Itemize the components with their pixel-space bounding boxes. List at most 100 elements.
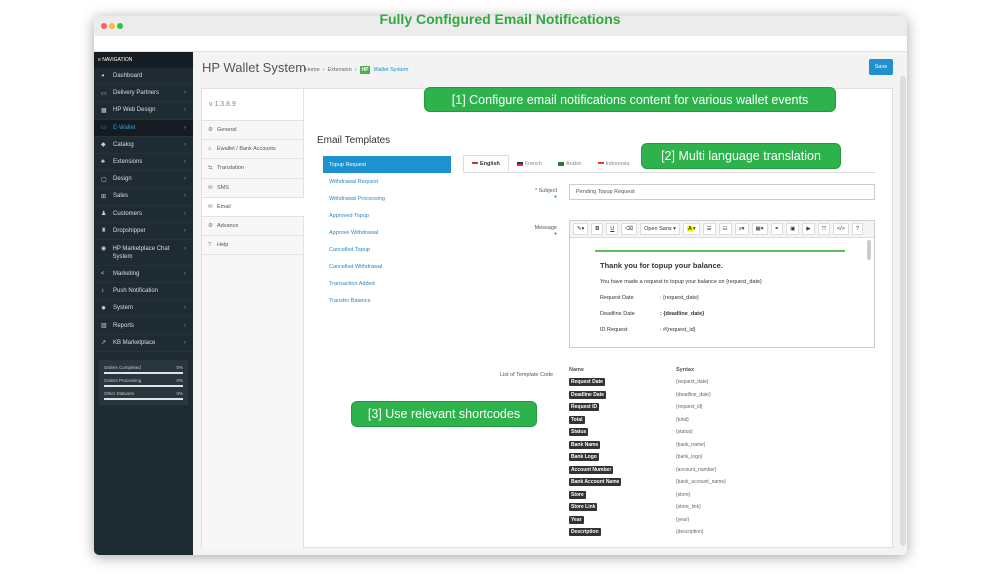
- chevron-right-icon: ›: [184, 245, 186, 252]
- template-item[interactable]: Approved Topup: [329, 212, 369, 219]
- maximize-dot[interactable]: [117, 23, 123, 29]
- sidebar-item-label: HP Web Design: [113, 107, 156, 114]
- lang-tab-indonesia[interactable]: Indonesia: [590, 155, 638, 172]
- editor-body[interactable]: Thank you for topup your balance. You ha…: [570, 238, 874, 348]
- sidebar-item-sales[interactable]: ⊞ Sales ›: [94, 188, 193, 206]
- mail-row-value: : #{request_id}: [660, 327, 696, 333]
- template-code-label: List of Template Code: [500, 372, 554, 378]
- sidebar-item-dropshipper[interactable]: ♜ Dropshipper ›: [94, 223, 193, 240]
- mail-intro: You have made a request to topup your ba…: [600, 279, 762, 285]
- lang-tab-french[interactable]: French: [509, 155, 550, 172]
- numbered-list-icon[interactable]: ☷: [718, 223, 732, 235]
- sidebar-item-marketing[interactable]: < Marketing ›: [94, 266, 193, 284]
- minimize-dot[interactable]: [109, 23, 115, 29]
- video-icon[interactable]: ▶: [802, 223, 815, 235]
- editor-scrollbar[interactable]: [867, 240, 871, 260]
- sidebar-item-customers[interactable]: ♟ Customers ›: [94, 206, 193, 223]
- template-item[interactable]: Cancelled Withdrawal: [329, 263, 383, 270]
- image-icon[interactable]: ▣: [786, 223, 800, 235]
- sidebar-item-hp-marketplace-chat-system[interactable]: ◉ HP Marketplace Chat System ›: [94, 240, 193, 266]
- nav-header: ≡ NAVIGATION: [94, 52, 193, 68]
- tab-advance[interactable]: ⚙ Advance: [202, 217, 303, 237]
- template-item[interactable]: Withdrawal Request: [329, 178, 379, 185]
- link-icon[interactable]: ⚭: [770, 223, 784, 235]
- sidebar-item-push-notification[interactable]: ♪ Push Notification: [94, 283, 193, 301]
- message-editor[interactable]: ✎▾ B U ⌫ Open Sans ▾ A ▾ ☰ ☷ ≡▾ ▦▾ ⚭ ▣ ▶ …: [569, 220, 875, 348]
- mail-row-key: Request Date: [600, 295, 634, 301]
- close-dot[interactable]: [101, 23, 107, 29]
- chevron-right-icon: ›: [184, 107, 186, 114]
- code-name-cell: Bank Account Name: [569, 478, 676, 487]
- section-title: Email Templates: [317, 135, 391, 146]
- save-button[interactable]: Save: [869, 59, 893, 75]
- code-row: Total {total}: [569, 414, 726, 427]
- desktop-icon: ▢: [101, 176, 107, 183]
- sidebar-item-extensions[interactable]: ♣ Extensions ›: [94, 154, 193, 172]
- fullscreen-icon[interactable]: ⤧: [817, 223, 830, 235]
- code-syntax: {store_link}: [676, 504, 701, 511]
- template-item[interactable]: Cancelled Topup: [329, 246, 370, 253]
- template-item[interactable]: Topup Request: [323, 156, 451, 173]
- chevron-right-icon: ›: [184, 339, 186, 346]
- help-icon: ●: [553, 231, 557, 237]
- lang-tab-english[interactable]: English: [463, 155, 509, 172]
- sidebar-item-e-wallet[interactable]: ▭ E-Wallet ›: [94, 119, 193, 137]
- sidebar-item-dashboard[interactable]: ◕ Dashboard: [94, 68, 193, 86]
- breadcrumb-current[interactable]: Wallet System: [373, 67, 409, 73]
- chevron-right-icon: ›: [184, 90, 186, 97]
- bullet-list-icon[interactable]: ☰: [702, 223, 716, 235]
- mail-row-value: : {request_date}: [660, 295, 699, 301]
- sidebar-item-delivery-partners[interactable]: ▭ Delivery Partners ›: [94, 85, 193, 103]
- tab-label: Ewallet / Bank Accounts: [217, 146, 276, 153]
- tab-label: Translation: [217, 165, 245, 172]
- breadcrumb-home[interactable]: Home: [305, 67, 320, 73]
- code-view-icon[interactable]: </>: [832, 223, 849, 235]
- stat-value: 0%: [176, 377, 183, 383]
- sidebar-item-label: Customers: [113, 210, 143, 217]
- template-item[interactable]: Transaction Added: [329, 280, 375, 287]
- code-name-badge: Store: [569, 490, 586, 499]
- template-item[interactable]: Approve Withdrawal: [329, 229, 379, 236]
- align-icon[interactable]: ≡▾: [734, 223, 749, 235]
- mail-heading: Thank you for topup your balance.: [600, 261, 723, 270]
- sidebar-item-design[interactable]: ▢ Design ›: [94, 171, 193, 189]
- bold-icon[interactable]: B: [591, 223, 604, 235]
- chevron-right-icon: ›: [184, 141, 186, 148]
- hp-badge: HP: [359, 66, 371, 74]
- template-item[interactable]: Transfer Balance: [329, 297, 371, 304]
- sidebar-item-kb-marketplace[interactable]: ↗ KB Marketplace ›: [94, 335, 193, 352]
- code-syntax: {status}: [676, 429, 693, 436]
- tab-ewallet-bank-accounts[interactable]: ⌂ Ewallet / Bank Accounts: [202, 140, 303, 160]
- tab-general[interactable]: ⚙ General: [202, 121, 303, 141]
- tab-sms[interactable]: ✉ SMS: [202, 179, 303, 198]
- sidebar-item-reports[interactable]: ▥ Reports ›: [94, 317, 193, 335]
- breadcrumb-extension[interactable]: Extension: [327, 67, 352, 73]
- lang-tab-arabic[interactable]: Arabic: [550, 155, 590, 172]
- mail-row: Deadline Date: {deadline_date}: [600, 311, 840, 317]
- subject-input[interactable]: [569, 184, 875, 200]
- page-scrollbar[interactable]: [900, 76, 906, 546]
- eraser-icon[interactable]: ⌫: [621, 223, 638, 235]
- tab-email[interactable]: ✉ Email: [202, 197, 304, 217]
- sidebar-item-system[interactable]: ✹ System ›: [94, 300, 193, 318]
- template-item[interactable]: Withdrawal Processing: [329, 195, 385, 202]
- sidebar-item-catalog[interactable]: ◆ Catalog ›: [94, 137, 193, 154]
- breadcrumb: Home › Extension › HP Wallet System: [305, 66, 409, 74]
- cogs-icon: ⚙: [208, 223, 213, 230]
- help-icon[interactable]: ?: [851, 223, 863, 235]
- text-color-icon[interactable]: A ▾: [682, 223, 700, 235]
- font-select[interactable]: Open Sans ▾: [640, 223, 680, 235]
- chevron-right-icon: ›: [184, 193, 186, 200]
- tab-help[interactable]: ? Help: [202, 236, 303, 256]
- lang-label: Indonesia: [605, 160, 630, 167]
- table-icon[interactable]: ▦▾: [751, 223, 768, 235]
- sidebar-item-hp-web-design[interactable]: ▦ HP Web Design ›: [94, 102, 193, 120]
- windows-icon: ▦: [101, 107, 107, 114]
- email-preview: Thank you for topup your balance. You ha…: [595, 250, 845, 348]
- magic-icon[interactable]: ✎▾: [573, 223, 589, 235]
- sidebar-item-label: Delivery Partners: [113, 90, 160, 97]
- sidebar-item-label: Push Notification: [113, 288, 159, 295]
- tab-translation[interactable]: ⇆ Translation: [202, 159, 303, 179]
- underline-icon[interactable]: U: [606, 223, 619, 235]
- headline: Fully Configured Email Notifications: [379, 11, 621, 27]
